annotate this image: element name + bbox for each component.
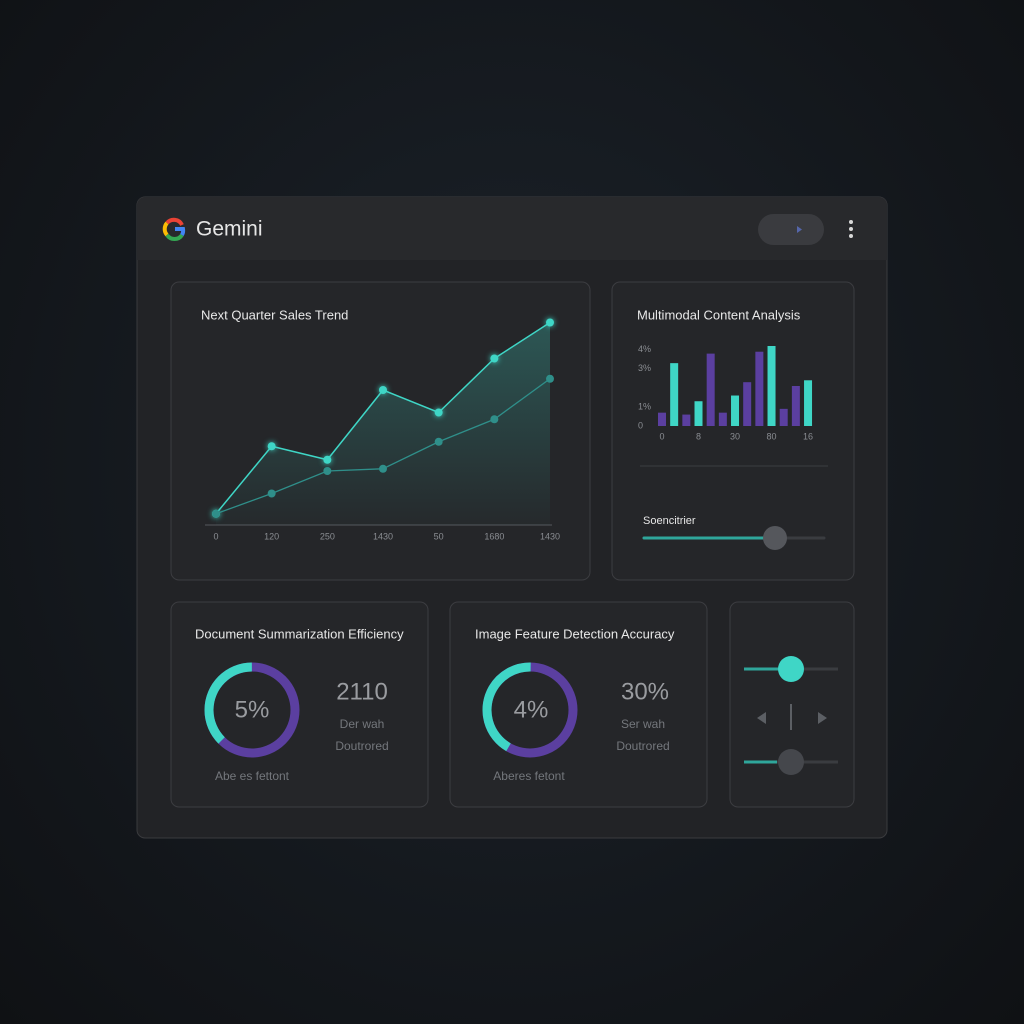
bar — [658, 412, 666, 426]
bar — [767, 346, 776, 426]
point — [546, 374, 554, 383]
bar — [731, 395, 740, 426]
point — [323, 467, 332, 475]
card-text: Der wah — [340, 717, 385, 731]
card-title: Document Summarization Efficiency — [195, 626, 404, 641]
x-tick-label: 1430 — [373, 531, 393, 541]
slider-knob[interactable] — [778, 749, 804, 775]
card-title: Image Feature Detection Accuracy — [475, 626, 675, 641]
analysis-panel — [611, 281, 855, 581]
bar — [779, 408, 788, 426]
chart-title: Next Quarter Sales Trend — [201, 307, 348, 322]
toggle-icon — [797, 226, 802, 233]
point — [490, 415, 499, 424]
x-tick-label: 0 — [659, 431, 664, 441]
point — [212, 509, 220, 518]
point — [434, 408, 443, 417]
area — [216, 322, 550, 525]
bar — [804, 380, 813, 426]
bar — [682, 414, 691, 426]
card-footer: Aberes fetont — [493, 769, 565, 783]
card-text: Doutrored — [616, 739, 669, 753]
bar — [791, 386, 800, 426]
card-value: 4% — [514, 696, 549, 723]
point — [379, 464, 387, 473]
x-tick-label: 1430 — [540, 531, 560, 541]
point — [267, 489, 276, 498]
slider-knob[interactable] — [778, 656, 804, 682]
x-tick-label: 80 — [767, 431, 777, 441]
bar — [706, 353, 715, 426]
detection-card — [449, 601, 708, 808]
toggle[interactable] — [758, 214, 824, 245]
menu-button[interactable] — [849, 220, 853, 238]
point — [267, 442, 276, 451]
chart-title: Multimodal Content Analysis — [637, 307, 801, 322]
slider-label: Soencitrier — [643, 515, 696, 527]
y-tick-label: 3% — [638, 363, 651, 373]
card-value: 5% — [235, 696, 270, 723]
card-text: Doutrored — [335, 739, 388, 753]
point — [546, 318, 554, 327]
donut — [204, 662, 578, 758]
header-bar — [137, 197, 887, 260]
bar — [743, 382, 752, 426]
bar — [718, 412, 727, 426]
prev-button[interactable] — [757, 712, 766, 724]
x-tick-label: 250 — [320, 531, 335, 541]
card-footer: Abe es fettont — [215, 769, 290, 783]
y-tick-label: 0 — [638, 420, 643, 430]
next-button[interactable] — [818, 712, 827, 724]
app-title: Gemini — [196, 218, 263, 241]
point — [434, 437, 443, 446]
x-tick-label: 1680 — [484, 531, 504, 541]
bar — [755, 351, 764, 426]
logo — [162, 217, 186, 242]
bar — [694, 401, 703, 426]
x-tick-label: 30 — [730, 431, 740, 441]
x-tick-label: 0 — [213, 531, 218, 541]
bar — [670, 363, 679, 426]
card-stat: 30% — [621, 678, 669, 705]
card-stat: 2110 — [336, 678, 388, 705]
point — [379, 386, 387, 394]
summary-card — [170, 601, 429, 808]
x-tick-label: 16 — [803, 431, 813, 441]
card-text: Ser wah — [621, 717, 665, 731]
x-tick-label: 8 — [696, 431, 701, 441]
point — [323, 455, 332, 464]
x-tick-label: 120 — [264, 531, 279, 541]
x-tick-label: 50 — [434, 531, 444, 541]
slider-knob[interactable] — [763, 526, 787, 550]
y-tick-label: 4% — [638, 344, 651, 354]
y-tick-label: 1% — [638, 401, 651, 411]
point — [490, 354, 499, 363]
